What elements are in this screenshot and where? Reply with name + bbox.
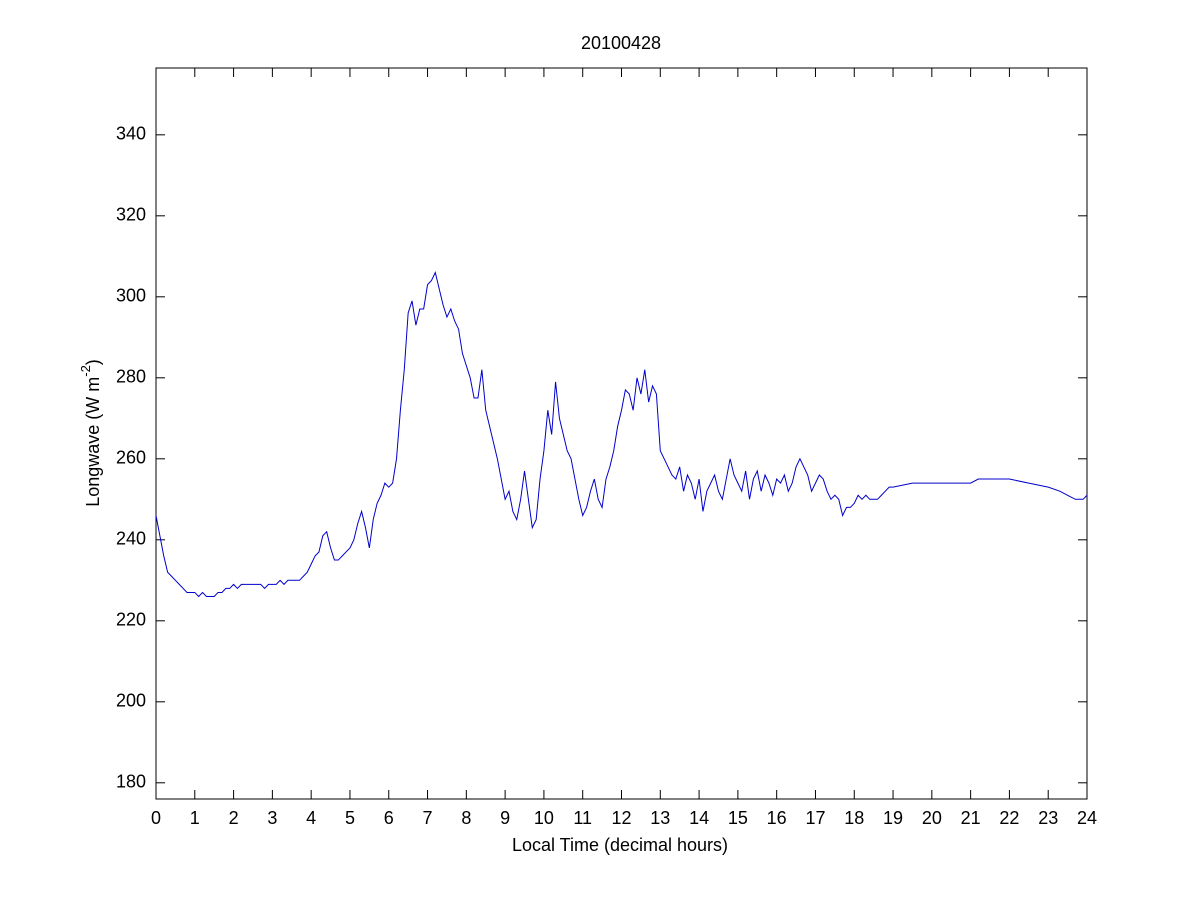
chart-title: 20100428 [581,33,661,53]
y-tick-label: 340 [116,124,146,144]
x-tick-label: 23 [1038,808,1058,828]
x-tick-label: 3 [267,808,277,828]
y-tick-label: 220 [116,610,146,630]
x-tick-label: 18 [844,808,864,828]
x-tick-label: 13 [650,808,670,828]
x-tick-label: 1 [190,808,200,828]
y-tick-label: 200 [116,691,146,711]
y-tick-label: 260 [116,448,146,468]
x-tick-label: 14 [689,808,709,828]
x-tick-label: 22 [999,808,1019,828]
x-tick-label: 6 [384,808,394,828]
x-axis-label: Local Time (decimal hours) [512,835,728,855]
y-axis-label: Longwave (W m-2) [78,359,102,507]
y-label-sup: -2 [78,365,93,377]
x-tick-label: 20 [922,808,942,828]
x-tick-label: 9 [500,808,510,828]
y-tick-label: 300 [116,286,146,306]
x-tick-label: 7 [423,808,433,828]
y-tick-label: 180 [116,772,146,792]
y-tick-label: 320 [116,205,146,225]
x-tick-label: 17 [805,808,825,828]
x-tick-label: 16 [767,808,787,828]
x-tick-label: 21 [961,808,981,828]
x-tick-label: 5 [345,808,355,828]
x-tick-label: 19 [883,808,903,828]
x-tick-label: 12 [611,808,631,828]
x-tick-label: 11 [573,808,592,828]
x-tick-label: 4 [306,808,316,828]
data-line [155,271,1088,598]
y-label-text: Longwave (W m [83,377,103,507]
y-tick-label: 280 [116,367,146,387]
y-tick-label: 240 [116,529,146,549]
x-tick-label: 15 [728,808,748,828]
x-tick-label: 2 [229,808,239,828]
x-tick-label: 0 [151,808,161,828]
x-tick-label: 10 [534,808,554,828]
x-tick-label: 24 [1077,808,1097,828]
x-tick-label: 8 [461,808,471,828]
y-label-tail: ) [83,359,103,365]
